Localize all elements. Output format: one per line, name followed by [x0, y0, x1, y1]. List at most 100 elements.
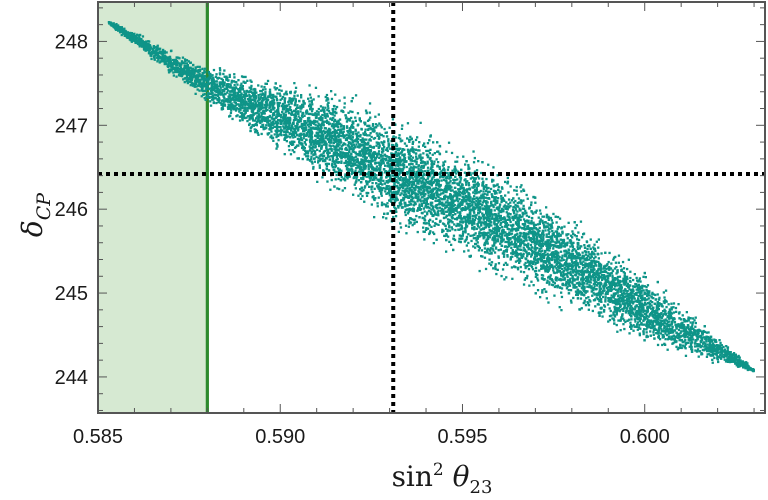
data-point	[642, 319, 645, 323]
data-point	[423, 142, 426, 145]
data-point	[160, 52, 163, 55]
data-point	[249, 87, 252, 91]
data-point	[643, 285, 646, 288]
data-point	[456, 160, 459, 163]
data-point	[485, 233, 488, 236]
data-point	[593, 247, 597, 250]
data-point	[517, 221, 520, 224]
data-point	[515, 185, 518, 189]
data-point	[310, 131, 314, 134]
data-point	[432, 242, 435, 245]
data-point	[331, 122, 334, 126]
data-point	[456, 155, 459, 159]
data-point	[389, 197, 392, 200]
data-point	[485, 209, 488, 212]
data-point	[308, 105, 311, 108]
data-point	[566, 279, 569, 282]
data-point	[275, 131, 279, 134]
data-point	[663, 296, 666, 299]
data-point	[588, 285, 591, 288]
data-point	[617, 287, 620, 290]
data-point	[648, 294, 651, 297]
data-point	[138, 43, 141, 46]
data-point	[403, 142, 407, 145]
data-point	[368, 111, 371, 114]
data-point	[487, 163, 490, 166]
data-point	[351, 169, 354, 172]
data-point	[663, 322, 667, 325]
data-point	[395, 142, 398, 145]
data-point	[150, 57, 153, 61]
data-point	[364, 130, 367, 134]
data-point	[453, 169, 457, 172]
data-point	[258, 101, 261, 104]
data-point	[514, 206, 517, 209]
data-point	[241, 117, 244, 120]
data-point	[344, 138, 348, 141]
data-point	[204, 71, 207, 74]
data-point	[364, 121, 367, 124]
data-point	[139, 33, 142, 37]
data-point	[702, 336, 705, 339]
data-point	[344, 156, 347, 159]
data-point	[277, 122, 280, 125]
data-point	[526, 225, 530, 228]
data-point	[406, 137, 409, 140]
data-point	[511, 255, 514, 258]
data-point	[461, 183, 464, 187]
data-point	[567, 233, 570, 236]
data-point	[242, 109, 245, 112]
data-point	[500, 195, 503, 198]
data-point	[396, 147, 399, 150]
data-point	[259, 93, 262, 96]
data-point	[333, 148, 336, 151]
data-point	[511, 277, 514, 280]
data-point	[453, 171, 457, 174]
data-point	[143, 41, 146, 44]
data-point	[361, 194, 364, 198]
data-point	[472, 150, 475, 153]
data-point	[450, 226, 453, 229]
data-point	[458, 188, 462, 191]
data-point	[384, 154, 387, 157]
data-point	[484, 185, 487, 189]
data-point	[324, 116, 327, 119]
data-point	[413, 218, 417, 221]
data-point	[451, 228, 454, 231]
data-point	[648, 323, 652, 326]
data-point	[515, 189, 518, 192]
data-point	[593, 293, 596, 296]
data-point	[393, 167, 397, 170]
data-point	[451, 189, 454, 192]
data-point	[446, 218, 450, 221]
data-point	[555, 285, 558, 288]
data-point	[613, 305, 616, 309]
data-point	[592, 299, 596, 302]
data-point	[363, 144, 366, 148]
data-point	[657, 329, 661, 332]
data-point	[122, 32, 125, 35]
data-point	[368, 152, 372, 155]
data-point	[379, 163, 382, 167]
data-point	[604, 279, 608, 283]
data-point	[547, 235, 550, 239]
data-point	[338, 168, 341, 171]
data-point	[228, 75, 231, 78]
data-point	[558, 255, 561, 258]
data-point	[178, 57, 181, 60]
data-point	[469, 221, 472, 224]
data-point	[284, 97, 287, 100]
data-point	[248, 118, 251, 121]
data-point	[444, 201, 447, 204]
data-point	[612, 292, 615, 295]
data-point	[421, 212, 424, 215]
data-point	[454, 213, 457, 216]
data-point	[566, 257, 569, 260]
data-point	[368, 151, 371, 154]
data-point	[167, 64, 170, 67]
data-point	[185, 59, 189, 62]
data-point	[485, 210, 488, 214]
data-point	[311, 141, 314, 144]
data-point	[588, 280, 591, 283]
data-point	[687, 328, 690, 331]
